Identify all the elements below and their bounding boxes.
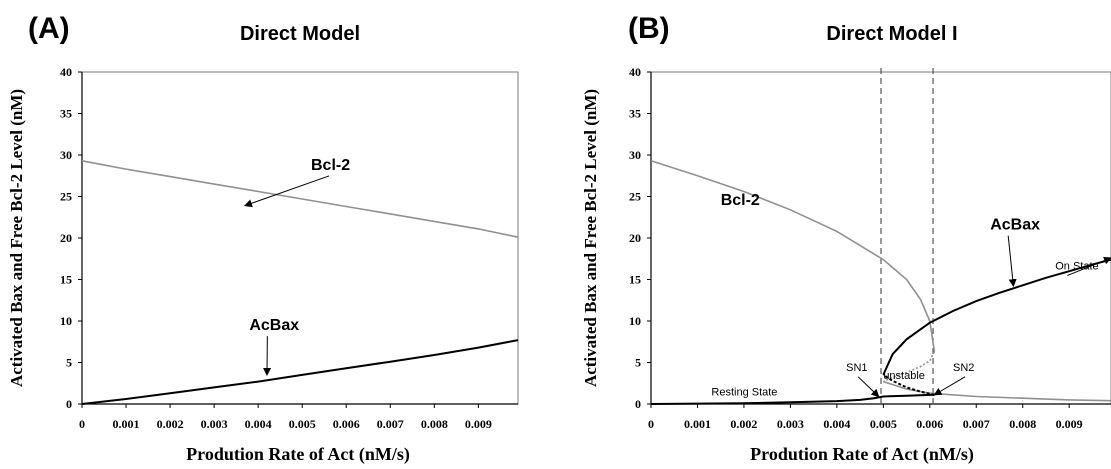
y-tick-label: 30 [629, 148, 641, 162]
x-tick-label: 0.002 [157, 417, 184, 431]
x-tick-label: 0.004 [823, 417, 850, 431]
y-tick-label: 25 [629, 190, 641, 204]
y-tick-label: 15 [60, 273, 72, 287]
y-tick-label: 0 [66, 397, 72, 411]
y-tick-label: 10 [60, 314, 72, 328]
x-tick-label: 0 [79, 417, 85, 431]
y-axis-label: Activated Bax and Free Bcl-2 Level (nM) [7, 89, 26, 387]
series-line-bcl-2 [81, 160, 519, 238]
x-tick-label: 0.008 [1009, 417, 1036, 431]
y-tick-label: 35 [629, 107, 641, 121]
y-tick-label: 40 [629, 65, 641, 79]
y-axis-label: Activated Bax and Free Bcl-2 Level (nM) [581, 89, 600, 387]
x-tick-label: 0.009 [465, 417, 492, 431]
x-tick-label: 0.006 [916, 417, 943, 431]
y-tick-label: 40 [60, 65, 72, 79]
y-tick-label: 5 [635, 356, 641, 370]
annotation-arrow [933, 376, 966, 396]
y-tick-label: 25 [60, 190, 72, 204]
chart-panel-2: (B) Direct Model I 0 5 10 15 20 25 30 35 40 0 0.001 0… [581, 12, 1111, 465]
x-tick-label: 0.005 [289, 417, 316, 431]
x-tick-label: 0.007 [377, 417, 404, 431]
y-tick-label: 5 [66, 356, 72, 370]
y-tick-label: 0 [635, 397, 641, 411]
annotation-arrow [1007, 235, 1017, 288]
series-line-bcl-2-unstable-branch [882, 351, 936, 383]
y-tick-label: 35 [60, 107, 72, 121]
annotation-label: unstable [883, 370, 925, 382]
x-tick-label: 0.008 [421, 417, 448, 431]
series-line-bcl-2 [650, 160, 936, 352]
annotation-label: Bcl-2 [721, 192, 760, 209]
annotation-arrow [244, 175, 330, 208]
annotation-arrow [857, 376, 880, 398]
series-line-acbax-unstable [882, 374, 935, 396]
series-line-bcl-2-low-branch [883, 380, 1111, 402]
x-tick-label: 0.004 [245, 417, 272, 431]
panel-label: (B) [628, 12, 670, 45]
x-tick-label: 0.002 [730, 417, 757, 431]
plot-frame [81, 71, 519, 405]
x-tick-label: 0 [648, 417, 654, 431]
x-tick-label: 0.003 [201, 417, 228, 431]
annotation-label: Bcl-2 [311, 157, 350, 174]
x-axis-label: Prodution Rate of Act (nM/s) [186, 444, 410, 465]
annotation-label: On State [1055, 261, 1098, 273]
annotation-label: AcBax [249, 317, 299, 334]
y-tick-label: 15 [629, 273, 641, 287]
x-tick-label: 0.007 [963, 417, 990, 431]
y-tick-label: 20 [60, 231, 72, 245]
y-tick-label: 30 [60, 148, 72, 162]
chart-title: Direct Model I [826, 23, 957, 45]
x-tick-label: 0.006 [333, 417, 360, 431]
annotation-label: SN2 [953, 362, 974, 374]
x-tick-label: 0.003 [777, 417, 804, 431]
annotation-label: AcBax [990, 217, 1040, 234]
y-tick-label: 10 [629, 314, 641, 328]
annotation-label: Resting State [711, 387, 777, 399]
y-tick-label: 20 [629, 231, 641, 245]
annotation-label: SN1 [846, 362, 867, 374]
x-tick-label: 0.005 [870, 417, 897, 431]
chart-panel-1: (A) Direct Model 0 5 10 15 20 25 30 35 40 0 0.001 0.0… [7, 12, 519, 465]
x-tick-label: 0.001 [684, 417, 711, 431]
series-line-acbax [81, 339, 519, 405]
x-tick-label: 0.009 [1056, 417, 1083, 431]
annotation-arrow [1067, 256, 1111, 277]
x-axis-label: Prodution Rate of Act (nM/s) [750, 444, 974, 465]
series-line-acbax-resting [650, 393, 935, 405]
x-tick-label: 0.001 [113, 417, 140, 431]
panel-label: (A) [28, 12, 70, 45]
chart-title: Direct Model [240, 23, 360, 45]
series-line-acbax-on-state [882, 258, 1111, 376]
